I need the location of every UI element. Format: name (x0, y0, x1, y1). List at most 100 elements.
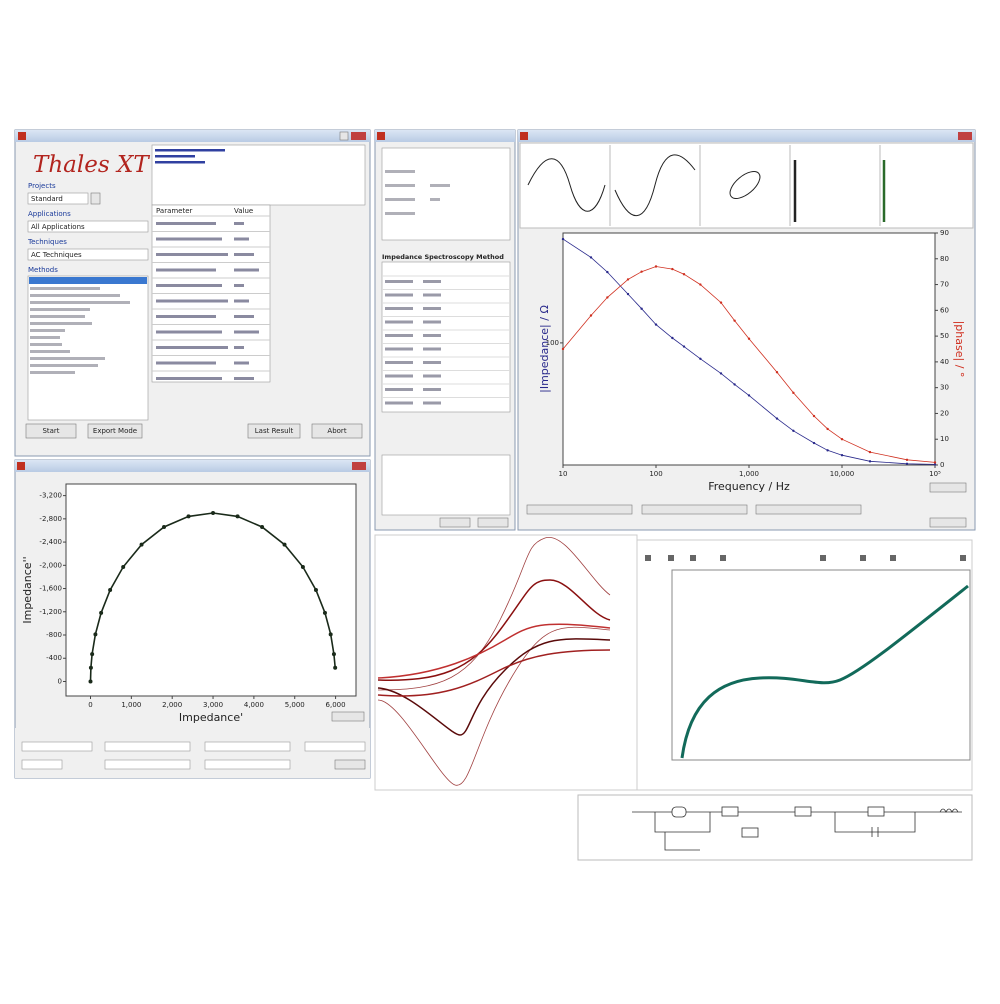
data-point (640, 307, 643, 310)
title-bar (518, 130, 975, 142)
blur-text (156, 222, 216, 225)
data-point (626, 278, 630, 281)
data-point (328, 632, 333, 637)
y2-tick-label: 90 (940, 229, 949, 237)
button[interactable] (331, 711, 365, 722)
x-tick-label: 10,000 (830, 470, 855, 478)
data-point (88, 679, 93, 684)
blur-text (423, 307, 441, 310)
data-point (654, 323, 658, 326)
data-point (905, 462, 909, 465)
status-rows (385, 170, 450, 215)
data-point (699, 283, 702, 286)
button[interactable] (87, 423, 143, 439)
data-point (313, 588, 318, 593)
data-point (905, 458, 909, 462)
y2-tick-label: 20 (940, 409, 949, 417)
data-point (211, 511, 216, 516)
data-point (775, 417, 779, 420)
blur-text (423, 334, 441, 337)
blur-text (234, 237, 249, 241)
data-point (121, 564, 126, 569)
blur-text (156, 268, 216, 272)
blur-text (234, 361, 249, 365)
window-frame (577, 794, 973, 861)
blur-text (423, 401, 441, 405)
blur-text (423, 361, 441, 364)
close[interactable] (351, 132, 366, 140)
data-point (733, 319, 736, 322)
x-tick-label: 6,000 (326, 701, 346, 709)
y-tick-label: -1,200 (39, 608, 62, 616)
close[interactable] (352, 462, 366, 470)
dropdown[interactable] (27, 248, 149, 261)
blur-text (234, 253, 254, 256)
plot-frame (65, 483, 357, 697)
y-tick-label: -2,800 (39, 515, 62, 523)
app-icon (377, 132, 385, 140)
blur-text (234, 268, 259, 272)
data-point (682, 345, 686, 348)
blur-text (385, 334, 413, 337)
data-point (671, 336, 674, 340)
title-bar (375, 130, 515, 142)
bode-window: 10 100 1,000 10,000 10⁵ 100 0 10 20 30 40 50 60 70 80 9… (517, 129, 976, 531)
blur-text (423, 347, 441, 351)
data-point (88, 665, 93, 670)
data-point (561, 347, 565, 351)
controls (526, 482, 967, 528)
x-axis-label: Impedance' (179, 711, 243, 724)
dropdown[interactable] (27, 192, 89, 205)
blur-text (385, 388, 413, 391)
button[interactable] (311, 423, 363, 439)
nyquist-chart: 0 1,000 2,000 3,000 4,000 5,000 6,000 0 -400 -800… (21, 483, 357, 724)
fit-curve (680, 584, 969, 759)
y2-tick-label: 30 (940, 384, 949, 392)
y2-tick-label: 40 (940, 358, 949, 366)
blur-text (385, 401, 413, 405)
close[interactable] (958, 132, 972, 140)
x-tick-label: 4,000 (244, 701, 264, 709)
button[interactable] (247, 423, 301, 439)
button-label: Abort (327, 427, 346, 435)
button[interactable] (90, 192, 101, 205)
data-point (282, 542, 287, 547)
data-point (719, 372, 723, 375)
button-label: Start (42, 427, 59, 435)
blur-text (234, 299, 249, 303)
data-point (812, 441, 816, 445)
y-axis-label: |Impedance| / Ω (538, 305, 551, 393)
blur-text (156, 253, 228, 256)
button[interactable] (477, 517, 509, 528)
title-bar (15, 460, 370, 472)
y2-tick-label: 50 (940, 332, 949, 340)
data-point (812, 414, 816, 418)
blur-text (423, 280, 441, 283)
toolbar (645, 555, 966, 561)
x-tick-label: 1,000 (121, 701, 141, 709)
control-bar (15, 728, 370, 778)
blur-text (156, 299, 228, 303)
blur-text (156, 330, 222, 334)
data-point (654, 265, 658, 268)
button[interactable] (25, 423, 77, 439)
dropdown[interactable] (27, 220, 149, 233)
y2-axis-label: |phase| / ° (953, 321, 966, 378)
minimize[interactable] (339, 131, 349, 141)
button[interactable] (439, 517, 471, 528)
data-point (868, 450, 872, 454)
circuit (632, 806, 962, 851)
log-list (381, 454, 511, 516)
data-point (699, 357, 702, 360)
blur-text (234, 330, 259, 334)
blur-text (385, 293, 413, 297)
y2-tick-label: 0 (940, 461, 944, 469)
table-header: Parameter (156, 207, 193, 215)
plot-area (671, 569, 971, 761)
blur-text (156, 346, 228, 349)
label: Applications (28, 210, 71, 218)
dropdown-value: Standard (31, 195, 63, 203)
method-list[interactable] (27, 275, 149, 421)
data-point (108, 588, 113, 593)
y-tick-label: -3,200 (39, 492, 62, 500)
